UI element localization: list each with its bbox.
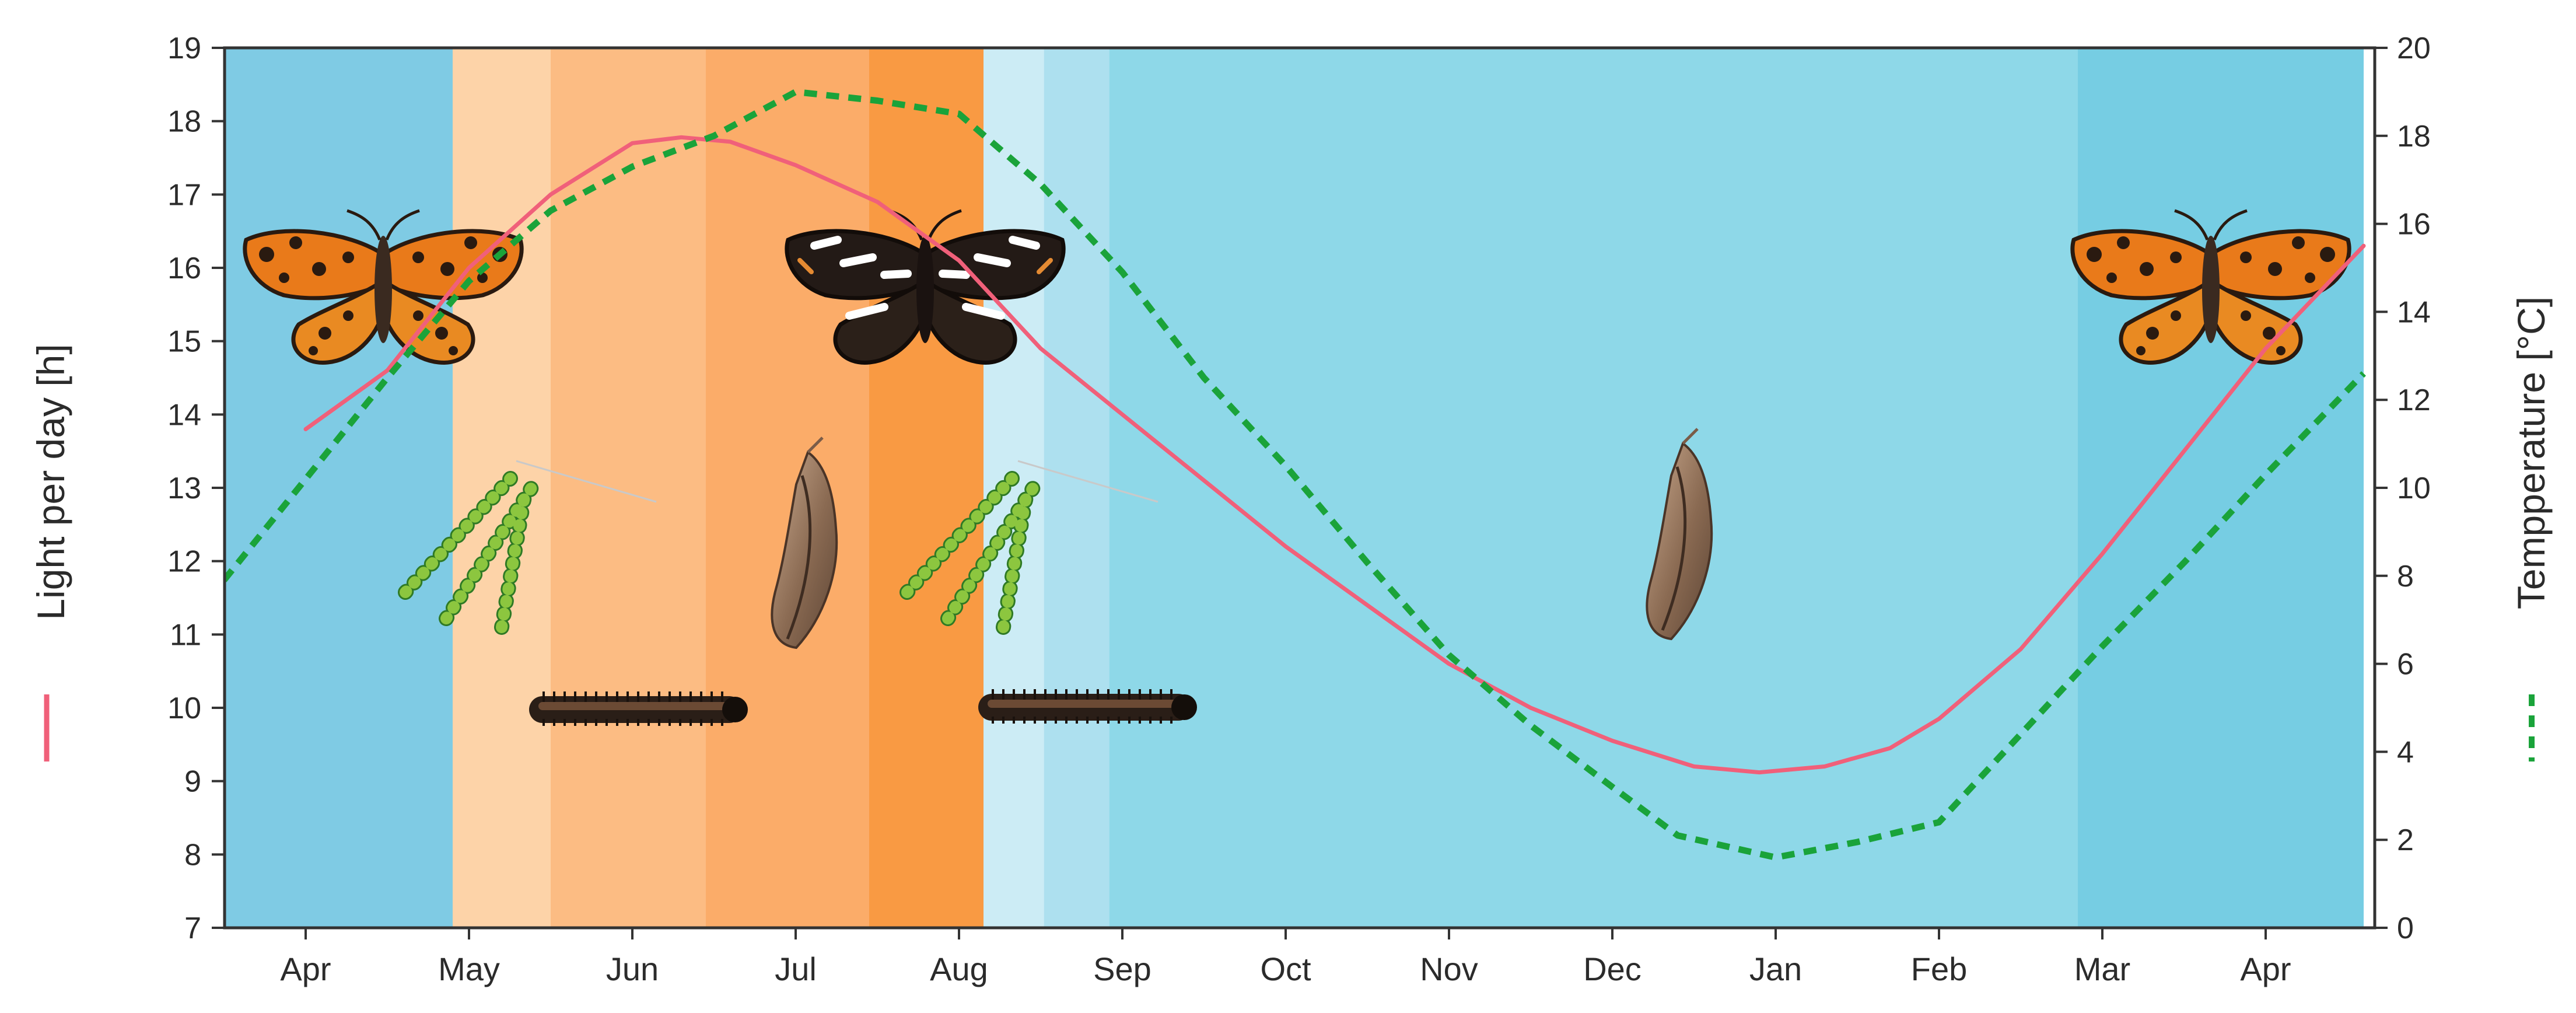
x-tick-label: Apr [2240,951,2291,987]
y2-tick-label: 8 [2397,560,2414,593]
y2-tick-label: 0 [2397,911,2414,945]
y2-tick-label: 6 [2397,648,2414,682]
y2-tick-label: 16 [2397,208,2431,242]
season-band [2078,48,2364,928]
daylight-line [303,135,2366,775]
axes: 7 8 9 10 11 12 13 14 15 16 17 18 19 0 2 4 6 8 10 12 14 16 18 20… [167,32,2431,987]
season-band [1109,48,2078,928]
y2-tick-label: 18 [2397,120,2431,153]
caterpillar-icon [992,694,1197,720]
x-tick-label: Mar [2074,951,2130,987]
y-tick-label: 15 [167,325,201,359]
x-tick-label: Feb [1911,951,1968,987]
y-tick-label: 14 [167,398,201,432]
x-tick-label: Nov [1420,951,1478,987]
y2-tick-label: 20 [2397,32,2431,65]
y-tick-label: 13 [167,471,201,505]
season-band [1044,48,1110,928]
y2-tick-label: 10 [2397,471,2431,505]
y-tick-label: 12 [167,545,201,579]
y-tick-label: 17 [167,178,201,212]
x-tick-label: May [438,951,500,987]
season-band [551,48,706,928]
x-tick-label: Jun [606,951,659,987]
x-tick-label: Jan [1749,951,1802,987]
season-band [225,48,453,928]
caterpillar-icon [542,697,748,722]
y2-axis-title: Tempperature [°C] [2510,296,2553,609]
x-tick-label: Jul [775,951,817,987]
season-band [706,48,869,928]
y-axis-title: Light per day [h] [29,344,72,620]
y-tick-label: 9 [184,765,201,799]
y-tick-label: 16 [167,251,201,285]
y-tick-label: 8 [184,838,201,872]
y-tick-label: 18 [167,105,201,139]
y2-tick-label: 14 [2397,295,2431,329]
y2-tick-label: 12 [2397,383,2431,417]
x-tick-label: Dec [1583,951,1642,987]
y2-tick-label: 4 [2397,735,2414,769]
season-band [869,48,984,928]
x-tick-label: Aug [930,951,988,987]
x-tick-label: Sep [1093,951,1152,987]
x-tick-label: Apr [280,951,331,987]
y-tick-label: 10 [167,691,201,725]
y-tick-label: 11 [170,618,201,652]
series-lines [225,88,2366,861]
y2-tick-label: 2 [2397,823,2414,857]
x-tick-label: Oct [1260,951,1311,987]
y-tick-label: 19 [167,32,201,65]
background-bands [225,48,2364,928]
y-tick-label: 7 [184,911,201,945]
